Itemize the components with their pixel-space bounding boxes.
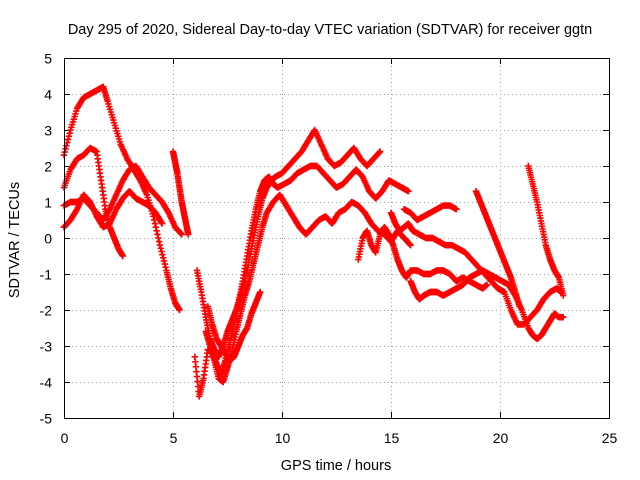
data-point	[178, 231, 185, 238]
y-tick-label: -3	[40, 339, 53, 355]
data-point-interp	[66, 129, 73, 137]
data-point	[257, 288, 264, 296]
data-point-interp	[376, 149, 383, 156]
y-tick-label: 1	[44, 195, 52, 211]
y-tick-label: -1	[40, 267, 53, 283]
data-point	[407, 242, 414, 249]
data-point-interp	[155, 234, 162, 242]
plot-frame	[64, 58, 610, 419]
y-tick-label: 4	[44, 87, 52, 103]
series-track-4	[60, 188, 166, 231]
series-track-11	[387, 209, 565, 328]
series-track-7	[191, 162, 412, 400]
data-point-interp	[157, 245, 164, 252]
y-tick-label: 5	[44, 51, 52, 67]
series-track-1	[60, 83, 183, 314]
data-point-interp	[177, 230, 185, 237]
y-tick-label: 0	[44, 231, 52, 247]
series-track-10	[355, 224, 491, 292]
x-tick-label: 5	[170, 430, 178, 446]
series-track-3	[60, 162, 185, 238]
series-track-5	[169, 148, 192, 238]
data-point	[483, 281, 491, 288]
x-tick-label: 0	[61, 430, 69, 446]
x-tick-label: 25	[602, 430, 618, 446]
data-markers	[60, 83, 567, 400]
data-point	[560, 314, 567, 321]
data-point-interp	[161, 260, 169, 268]
data-point	[158, 220, 166, 227]
y-tick-label: -2	[40, 303, 53, 319]
series-track-9	[204, 288, 264, 364]
data-point-interp	[153, 227, 160, 234]
data-point	[156, 242, 164, 249]
data-point-interp	[160, 257, 168, 265]
series-track-6	[193, 126, 384, 360]
data-point-interp	[150, 216, 158, 224]
data-point-interp	[158, 248, 165, 255]
y-tick-label: 3	[44, 123, 52, 139]
series-track-15	[525, 162, 567, 299]
data-point-interp	[64, 139, 71, 146]
data-point-interp	[65, 133, 73, 140]
x-tick-label: 15	[384, 430, 400, 446]
data-point	[453, 206, 460, 213]
data-point	[119, 252, 127, 260]
series-track-2	[60, 144, 127, 260]
y-tick-label: 2	[44, 159, 52, 175]
data-point-interp	[159, 254, 167, 261]
y-tick-label: -4	[40, 375, 53, 391]
x-tick-label: 10	[275, 430, 291, 446]
series-track-14	[472, 188, 523, 310]
data-point-interp	[155, 238, 163, 245]
chart-title: Day 295 of 2020, Sidereal Day-to-day VTE…	[68, 22, 592, 38]
data-point	[185, 231, 192, 238]
data-point	[516, 303, 523, 310]
y-axis-label: SDTVAR / TECUs	[7, 182, 23, 298]
data-point	[176, 306, 183, 314]
data-point-interp	[162, 264, 169, 271]
y-tick-label: -5	[40, 411, 53, 427]
x-axis-label: GPS time / hours	[281, 458, 391, 474]
data-point-interp	[154, 231, 161, 238]
series-track-13	[400, 202, 460, 224]
data-point-interp	[62, 145, 69, 153]
x-tick-label: 20	[493, 430, 509, 446]
data-point	[405, 188, 412, 195]
data-point	[376, 148, 384, 155]
data-point-interp	[406, 241, 414, 248]
data-point-interp	[159, 251, 166, 258]
data-point	[560, 292, 567, 299]
data-point-interp	[64, 136, 72, 143]
grid	[64, 58, 609, 418]
data-point-interp	[152, 224, 160, 231]
data-point-interp	[151, 220, 159, 227]
tick-labels: 0 5 10 15 20 25 -5 -4 -3 -2 -1 0 1 2 3 4 5	[40, 51, 618, 447]
